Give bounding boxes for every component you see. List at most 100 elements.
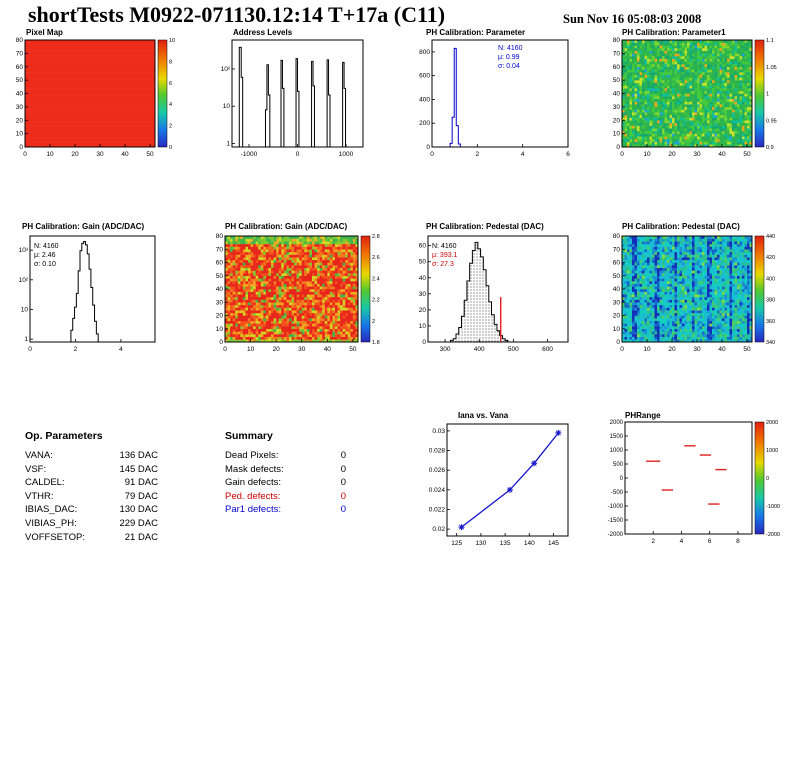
op-param-row: IBIAS_DAC: 130 DAC — [25, 503, 158, 517]
summary-row: Ped. defects: 0 — [225, 490, 346, 504]
svg-text:4: 4 — [169, 102, 172, 108]
svg-text:μ: 2.46: μ: 2.46 — [34, 252, 56, 259]
summary-panel: Summary Dead Pixels: 0 Mask defects: 0 Gain … — [225, 430, 346, 517]
ph-cal-gain-hist-plot: 0 2 4 1 10 10² 10³ N: 4160 μ: 2.46 σ: 0.10 PH Cali… — [19, 222, 156, 353]
svg-text:40: 40 — [216, 286, 224, 293]
svg-text:8: 8 — [169, 59, 172, 65]
svg-text:30: 30 — [613, 104, 621, 111]
svg-text:10: 10 — [169, 38, 175, 44]
svg-text:2: 2 — [169, 124, 172, 130]
svg-text:Address Levels: Address Levels — [233, 28, 293, 37]
svg-text:20: 20 — [668, 151, 676, 158]
svg-text:PH Calibration: Parameter1: PH Calibration: Parameter1 — [622, 28, 726, 37]
svg-text:50: 50 — [613, 77, 621, 84]
svg-text:50: 50 — [419, 259, 427, 266]
svg-text:40: 40 — [419, 275, 427, 282]
svg-text:1.1: 1.1 — [766, 38, 774, 44]
ph-cal-pedestal-hist-histogram — [450, 241, 509, 343]
svg-text:σ: 27.3: σ: 27.3 — [432, 261, 454, 268]
svg-text:4: 4 — [119, 346, 123, 353]
svg-text:40: 40 — [324, 346, 332, 353]
svg-text:-1000: -1000 — [241, 151, 258, 158]
svg-text:50: 50 — [349, 346, 357, 353]
svg-text:2: 2 — [476, 151, 480, 158]
svg-text:0: 0 — [422, 339, 426, 346]
op-param-row: VIBIAS_PH: 229 DAC — [25, 517, 158, 531]
svg-text:0: 0 — [620, 151, 624, 158]
op-param-row-value: 91 DAC — [124, 477, 158, 489]
svg-text:20: 20 — [613, 117, 621, 124]
svg-text:300: 300 — [440, 346, 451, 353]
svg-text:80: 80 — [613, 37, 621, 44]
op-param-row-label: VTHR: — [25, 490, 54, 502]
summary-row-label: Gain defects: — [225, 477, 281, 489]
op-param-row: VSF: 145 DAC — [25, 463, 158, 477]
svg-text:PH Calibration: Parameter: PH Calibration: Parameter — [426, 28, 525, 37]
svg-text:1000: 1000 — [339, 151, 354, 158]
svg-text:2: 2 — [74, 346, 78, 353]
summary-row-label: Ped. defects: — [225, 490, 281, 502]
svg-text:PH Calibration: Pedestal (DAC): PH Calibration: Pedestal (DAC) — [426, 222, 544, 231]
svg-text:σ: 0.04: σ: 0.04 — [498, 63, 520, 70]
op-param-row-value: 21 DAC — [124, 531, 158, 543]
ph-cal-gain-hist-histogram — [70, 241, 99, 342]
svg-text:0: 0 — [19, 144, 23, 151]
pixel-map-colorbar — [157, 39, 168, 148]
summary-row: Mask defects: 0 — [225, 463, 346, 477]
svg-text:60: 60 — [16, 64, 24, 71]
svg-text:800: 800 — [419, 49, 430, 56]
svg-text:N: 4160: N: 4160 — [498, 45, 523, 52]
svg-text:0.9: 0.9 — [766, 145, 774, 151]
svg-text:50: 50 — [216, 273, 224, 280]
svg-text:N: 4160: N: 4160 — [34, 243, 59, 250]
ph-cal-pedestal-map-colorbar — [754, 235, 765, 343]
svg-text:70: 70 — [613, 50, 621, 57]
svg-text:40: 40 — [718, 151, 726, 158]
summary-row: Par1 defects: 0 — [225, 503, 346, 517]
svg-text:0: 0 — [430, 151, 434, 158]
iana-vs-vana-plot: 125 130 135 140 1450.020.0220.0240.0260.0280… — [429, 411, 569, 547]
svg-text:40: 40 — [121, 151, 129, 158]
ph-cal-gain-map-colorbar — [360, 235, 371, 343]
summary-row: Dead Pixels: 0 — [225, 449, 346, 463]
svg-text:10: 10 — [419, 323, 427, 330]
svg-text:10: 10 — [247, 346, 255, 353]
phrange-plot: 2 4 6 82000150010005000-500-1000-1500-2000P… — [608, 411, 780, 545]
ph-cal-parameter-histogram — [449, 47, 461, 147]
svg-text:10³: 10³ — [19, 247, 29, 254]
svg-text:2.6: 2.6 — [372, 255, 380, 261]
svg-text:N: 4160: N: 4160 — [432, 243, 457, 250]
op-parameters-rows: VANA: 136 DAC VSF: 145 DAC CALDEL: 91 DAC VTHR… — [25, 449, 158, 544]
op-parameters-panel: Op. Parameters VANA: 136 DAC VSF: 145 DAC CA… — [25, 430, 158, 544]
op-param-row-value: 79 DAC — [124, 490, 158, 502]
svg-text:80: 80 — [16, 37, 24, 44]
svg-text:60: 60 — [216, 260, 224, 267]
svg-text:0: 0 — [616, 144, 620, 151]
svg-text:0: 0 — [426, 144, 430, 151]
ph-cal-parameter1-map-colorbar — [754, 39, 765, 148]
svg-text:60: 60 — [419, 243, 427, 250]
op-param-row-label: CALDEL: — [25, 477, 65, 489]
op-param-row-label: VOFFSETOP: — [25, 531, 86, 543]
svg-text:600: 600 — [542, 346, 553, 353]
ph-cal-gain-map-heatmap-cells — [225, 236, 359, 343]
pixel-map-heatmap-cells — [25, 40, 156, 148]
svg-text:0: 0 — [169, 145, 172, 151]
date-stamp: Sun Nov 16 05:08:03 2008 — [563, 12, 702, 26]
svg-text:40: 40 — [613, 91, 621, 98]
svg-text:1: 1 — [766, 92, 769, 98]
svg-text:200: 200 — [419, 120, 430, 127]
svg-text:30: 30 — [693, 151, 701, 158]
svg-text:20: 20 — [16, 117, 24, 124]
summary-row-value: 0 — [340, 450, 346, 461]
ph-cal-parameter1-map-heatmap-cells — [622, 40, 753, 148]
op-param-row-label: IBIAS_DAC: — [25, 504, 78, 516]
summary-row-label: Mask defects: — [225, 463, 284, 475]
svg-text:2.2: 2.2 — [372, 298, 380, 304]
summary-row: Gain defects: 0 — [225, 476, 346, 490]
svg-text:10: 10 — [223, 103, 231, 110]
